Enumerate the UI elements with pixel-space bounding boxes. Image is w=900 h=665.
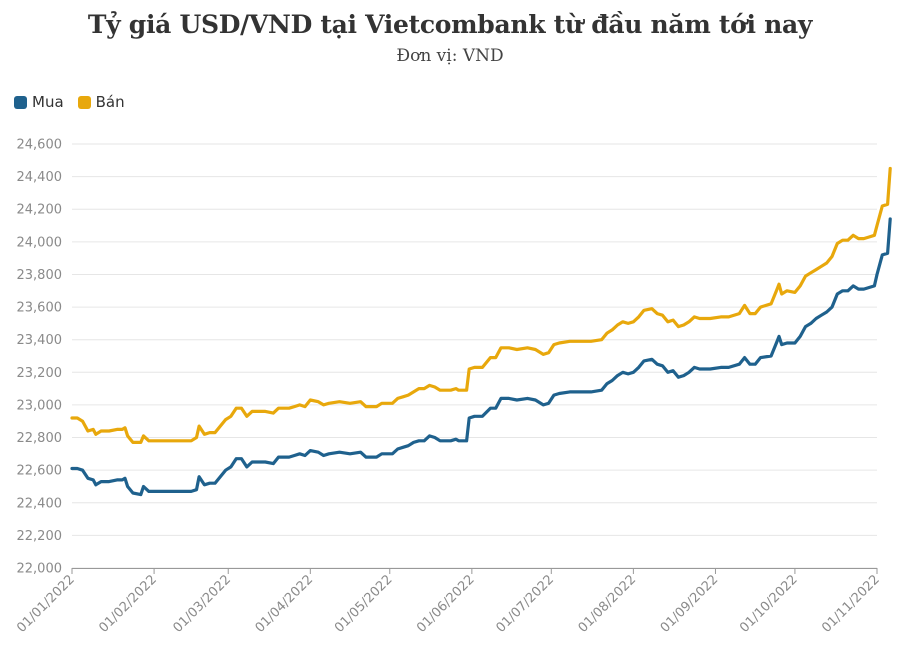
y-tick-label: 23,600: [17, 301, 63, 316]
x-axis: 01/01/2022 01/02/2022 01/03/2022 01/04/2022…: [14, 568, 883, 636]
x-tick-label: 01/01/2022: [14, 572, 78, 636]
legend-swatch-ban: [77, 95, 91, 109]
legend-swatch-mua: [14, 95, 27, 109]
y-tick-label: 22,200: [17, 529, 63, 544]
x-tick-label: 01/11/2022: [819, 572, 883, 636]
chart-subtitle: Đơn vị: VND: [396, 46, 504, 66]
series-line-ban: [70, 166, 892, 444]
y-tick-label: 23,800: [17, 268, 63, 283]
x-tick-label: 01/04/2022: [253, 572, 317, 636]
legend-item-ban[interactable]: Bán: [77, 93, 125, 111]
x-tick-label: 01/03/2022: [170, 572, 234, 636]
y-tick-label: 24,400: [17, 170, 63, 185]
x-tick-label: 01/05/2022: [332, 572, 396, 636]
y-axis: 22,000 22,200 22,400 22,600 22,800 23,000 23,2…: [17, 138, 63, 577]
y-tick-label: 23,400: [17, 333, 63, 348]
y-tick-label: 24,200: [17, 203, 63, 218]
x-tick-label: 01/09/2022: [658, 572, 722, 636]
y-tick-label: 22,600: [17, 464, 63, 479]
x-tick-label: 01/10/2022: [737, 572, 801, 636]
series-lines: [70, 166, 892, 497]
y-tick-label: 24,600: [17, 138, 63, 153]
chart-title: Tỷ giá USD/VND tại Vietcombank từ đầu nă…: [87, 10, 813, 39]
x-tick-label: 01/08/2022: [576, 572, 640, 636]
x-tick-label: 01/02/2022: [96, 572, 160, 636]
legend-item-mua[interactable]: Mua: [14, 93, 64, 111]
y-tick-label: 22,000: [17, 562, 63, 577]
series-line-mua: [70, 217, 892, 497]
x-tick-label: 01/07/2022: [494, 572, 558, 636]
chart-legend: Mua Bán: [14, 93, 139, 111]
y-tick-label: 23,200: [17, 366, 63, 381]
legend-label-ban: Bán: [95, 93, 125, 111]
legend-label-mua: Mua: [32, 93, 64, 111]
y-tick-label: 23,000: [17, 398, 63, 413]
y-tick-label: 22,800: [17, 431, 63, 446]
y-tick-label: 24,000: [17, 235, 63, 250]
y-tick-label: 22,400: [17, 496, 63, 511]
x-tick-label: 01/06/2022: [414, 572, 478, 636]
grid-lines: [72, 143, 877, 569]
